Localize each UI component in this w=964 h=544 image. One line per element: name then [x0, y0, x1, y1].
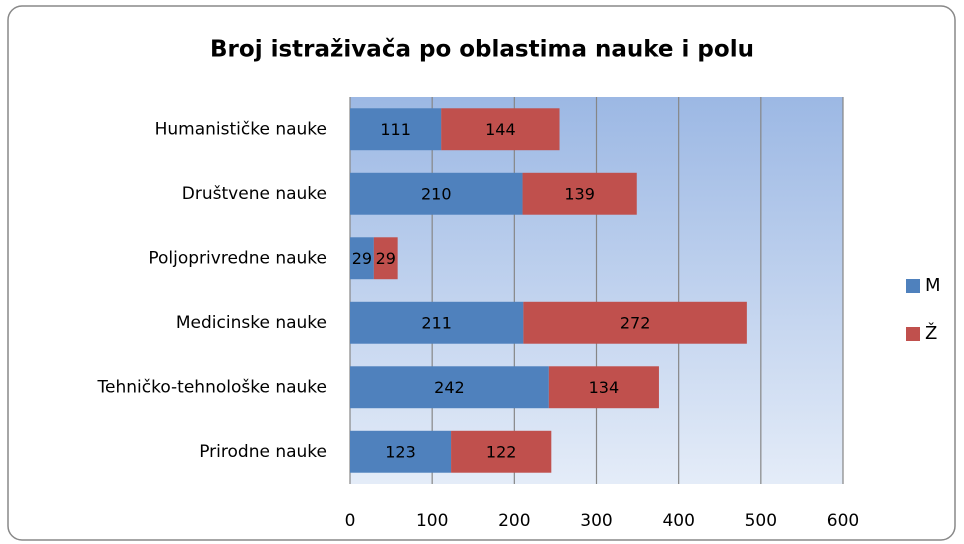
- y-tick-label: Humanističke nauke: [155, 119, 327, 139]
- y-tick-label: Društvene nauke: [182, 184, 327, 204]
- bar: [523, 301, 747, 344]
- data-label: 111: [380, 120, 411, 139]
- bar: [350, 366, 549, 409]
- y-tick-label: Poljoprivredne nauke: [148, 248, 327, 268]
- y-tick-label: Medicinske nauke: [176, 313, 327, 333]
- data-label: 272: [620, 313, 651, 332]
- y-tick-label: Tehničko-tehnološke nauke: [97, 377, 327, 397]
- bar: [441, 108, 560, 151]
- legend-swatch: [906, 279, 920, 293]
- data-label: 29: [352, 249, 372, 268]
- data-label: 139: [564, 184, 595, 203]
- x-tick-label: 200: [498, 511, 530, 531]
- data-label: 144: [485, 120, 516, 139]
- x-tick-label: 500: [745, 511, 777, 531]
- data-label: 134: [589, 378, 620, 397]
- y-tick-label: Prirodne nauke: [199, 442, 327, 462]
- chart-title: Broj istraživača po oblastima nauke i po…: [210, 37, 754, 63]
- bar: [373, 237, 398, 280]
- bar: [350, 108, 442, 151]
- data-label: 29: [376, 249, 396, 268]
- x-tick-label: 400: [662, 511, 694, 531]
- data-label: 242: [434, 378, 465, 397]
- bar: [350, 430, 452, 473]
- bar: [451, 430, 552, 473]
- bar: [350, 172, 523, 215]
- x-tick-label: 100: [416, 511, 448, 531]
- x-tick-label: 0: [345, 511, 356, 531]
- legend-label: M: [925, 275, 941, 296]
- x-tick-label: 600: [827, 511, 859, 531]
- data-label: 211: [421, 313, 452, 332]
- legend-swatch: [906, 327, 920, 341]
- legend-label: Ž: [925, 322, 937, 344]
- bar: [350, 237, 374, 280]
- data-label: 122: [486, 442, 517, 461]
- bar: [350, 301, 524, 344]
- data-label: 123: [385, 442, 416, 461]
- data-label: 210: [421, 184, 452, 203]
- x-tick-label: 300: [580, 511, 612, 531]
- bar: [522, 172, 637, 215]
- bar: [548, 366, 659, 409]
